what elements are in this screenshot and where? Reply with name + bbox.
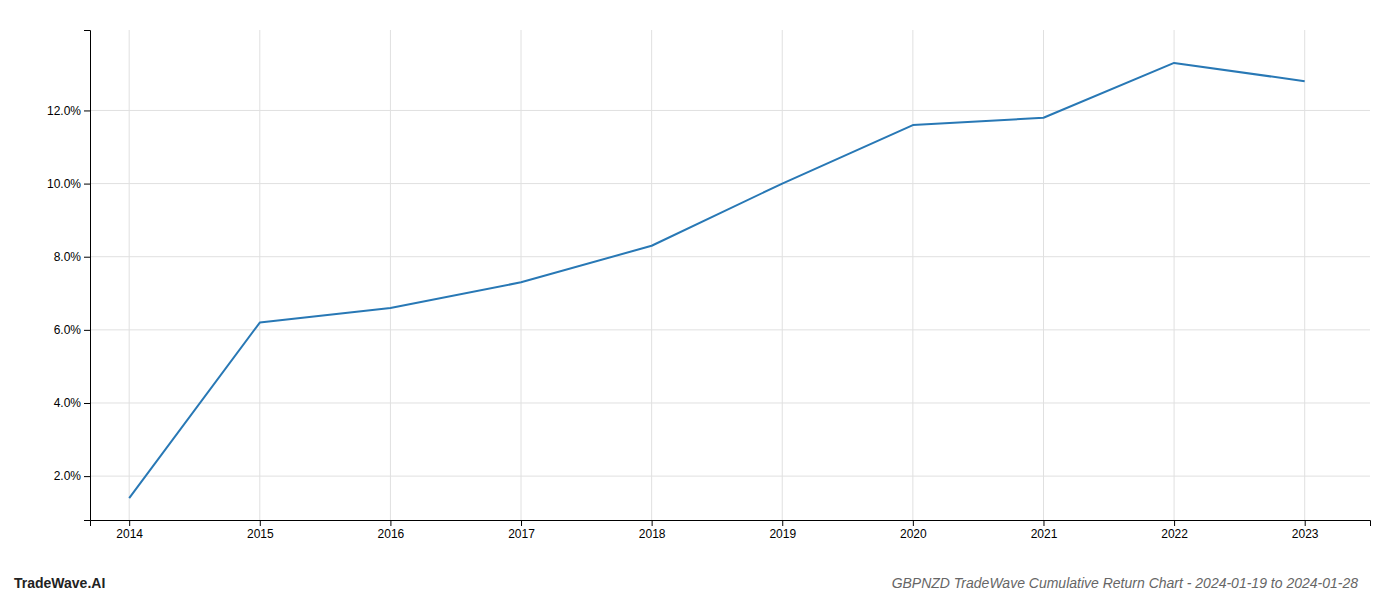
tick-label: 4.0% — [54, 396, 82, 410]
grid-line — [1043, 30, 1044, 520]
grid-line — [390, 30, 391, 520]
tick-label: 2020 — [900, 527, 927, 541]
line — [129, 63, 1305, 498]
tick-mark — [1174, 520, 1175, 526]
grid-line — [129, 30, 130, 520]
tick: 6.0% — [54, 323, 90, 337]
tick-label: 2016 — [378, 527, 405, 541]
grid-line — [90, 256, 1370, 257]
tick-mark — [390, 520, 391, 526]
tick: 2015 — [247, 520, 274, 541]
tick-label: 12.0% — [47, 104, 81, 118]
grid-line — [90, 476, 1370, 477]
tick-label: 2018 — [639, 527, 666, 541]
tick-mark — [913, 520, 914, 526]
annotation: TradeWave.AI — [14, 575, 105, 591]
title: GBPNZD TradeWave Cumulative Return Chart… — [892, 575, 1359, 591]
tick-mark — [84, 403, 90, 404]
tick-mark — [84, 330, 90, 331]
grid — [90, 30, 1370, 520]
grid-line — [259, 30, 260, 520]
tick: 12.0% — [47, 104, 90, 118]
tick-label: 6.0% — [54, 323, 82, 337]
grid-line — [1174, 30, 1175, 520]
grid-line — [90, 110, 1370, 111]
tick: 2014 — [116, 520, 143, 541]
tick-label: 2021 — [1031, 527, 1058, 541]
tick-label: 2023 — [1292, 527, 1319, 541]
x-axis: 2014 2015 2016 2017 2018 2019 2020 2021 2022 2023 — [91, 520, 1371, 541]
grid-line — [90, 183, 1370, 184]
tick: 8.0% — [54, 250, 90, 264]
tick: 4.0% — [54, 396, 90, 410]
tick-mark — [129, 520, 130, 526]
tick: 2017 — [508, 520, 535, 541]
tick: 2020 — [900, 520, 927, 541]
grid-line — [651, 30, 652, 520]
tick-mark — [1305, 520, 1306, 526]
tick-label: 2017 — [508, 527, 535, 541]
tick: 2019 — [769, 520, 796, 541]
tick: 2021 — [1031, 520, 1058, 541]
tick-mark — [260, 520, 261, 526]
grid-line — [521, 30, 522, 520]
tick-mark — [521, 520, 522, 526]
plot-area: 2014 2015 2016 2017 2018 2019 2020 2021 2022 2023… — [47, 30, 1371, 541]
grid-line — [90, 329, 1370, 330]
tick-label: 8.0% — [54, 250, 82, 264]
axis-line — [91, 521, 1371, 527]
tick: 2022 — [1161, 520, 1188, 541]
tick: 2016 — [378, 520, 405, 541]
chart: 2014 2015 2016 2017 2018 2019 2020 2021 2022 2023… — [0, 0, 1400, 600]
grid-line — [782, 30, 783, 520]
marks — [129, 63, 1305, 498]
tick-mark — [1043, 520, 1044, 526]
tick-label: 2019 — [769, 527, 796, 541]
tick-label: 10.0% — [47, 177, 81, 191]
y-axis: 2.0% 4.0% 6.0% 8.0% 10.0% 12.0% — [47, 31, 91, 521]
tick: 2018 — [639, 520, 666, 541]
tick-label: 2.0% — [54, 469, 82, 483]
tick: 2.0% — [54, 469, 90, 483]
tick: 10.0% — [47, 177, 90, 191]
tick-mark — [84, 257, 90, 258]
grid-line — [912, 30, 913, 520]
tick-mark — [84, 184, 90, 185]
tick-mark — [84, 110, 90, 111]
tick-mark — [84, 476, 90, 477]
tick-mark — [652, 520, 653, 526]
tick-label: 2014 — [116, 527, 143, 541]
tick-label: 2015 — [247, 527, 274, 541]
tick-label: 2022 — [1161, 527, 1188, 541]
tick-mark — [782, 520, 783, 526]
grid-line — [90, 402, 1370, 403]
axis-line — [84, 31, 91, 521]
tick: 2023 — [1292, 520, 1319, 541]
grid-line — [1304, 30, 1305, 520]
